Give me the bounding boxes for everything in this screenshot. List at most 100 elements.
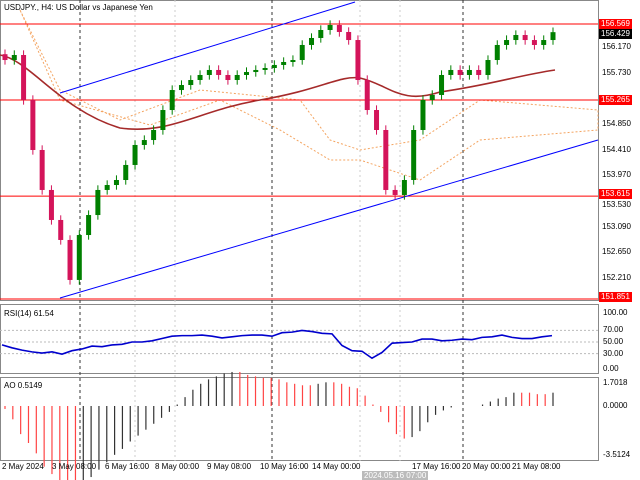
candle: [160, 110, 166, 131]
ao-label: AO 0.5149: [4, 381, 43, 390]
candle: [541, 40, 547, 45]
candle: [346, 31, 352, 41]
candle: [439, 74, 445, 95]
candle: [457, 69, 463, 75]
time-tick: 14 May 00:00: [312, 462, 361, 471]
candle: [67, 239, 73, 280]
time-tick: 20 May 00:00: [462, 462, 511, 471]
candle: [420, 99, 426, 131]
price-tick: 152.650: [602, 247, 631, 257]
candle: [401, 180, 407, 195]
candle: [178, 85, 184, 91]
candle: [253, 69, 259, 73]
level-tag: 155.265: [599, 95, 632, 105]
candle: [531, 40, 537, 45]
candle: [550, 32, 556, 41]
candle: [383, 130, 389, 190]
rsi-tick: 30.00: [603, 348, 624, 358]
candle: [123, 164, 129, 181]
time-tick: 3 May 08:00: [52, 462, 97, 471]
price-tick: 153.090: [602, 221, 631, 231]
rsi-tick: 70.00: [603, 325, 624, 335]
time-tick: 17 May 16:00: [412, 462, 461, 471]
candle: [336, 24, 342, 32]
candle: [225, 74, 231, 81]
candle: [11, 55, 17, 61]
ao-tick: 1.7018: [603, 378, 628, 387]
price-tick: 154.850: [602, 119, 631, 129]
rsi-pane: [0, 304, 599, 374]
ao-tick: -3.5124: [603, 450, 631, 459]
candle: [392, 189, 398, 195]
candle: [104, 185, 110, 190]
candle: [30, 99, 36, 150]
candle: [206, 69, 212, 75]
candle: [113, 180, 119, 186]
candle: [151, 130, 157, 141]
time-tick: 9 May 08:00: [207, 462, 252, 471]
candle: [188, 80, 194, 86]
price-tick: 155.730: [602, 67, 631, 77]
candle: [197, 74, 203, 81]
candle: [2, 54, 8, 61]
level-tag: 151.851: [599, 292, 632, 302]
candle: [141, 140, 147, 145]
time-tick: 21 May 08:00: [512, 462, 561, 471]
price-tick: 154.410: [602, 144, 631, 154]
price-tick: 152.210: [602, 273, 631, 283]
channel-upper-line: [59, 1, 356, 94]
candle: [21, 55, 27, 100]
candle: [76, 235, 82, 280]
candle: [522, 35, 528, 41]
candle: [318, 30, 324, 38]
candle: [299, 44, 305, 61]
candle: [271, 64, 277, 68]
candle: [290, 60, 296, 62]
rsi-tick: 100.00: [603, 308, 628, 317]
candle: [485, 60, 491, 75]
candle: [513, 35, 519, 41]
candle: [169, 90, 175, 111]
crosshair-time-label: 2024.05.16 07:00: [362, 471, 429, 480]
candle: [504, 40, 510, 45]
candle: [58, 219, 64, 240]
candle: [243, 72, 249, 75]
candle: [476, 69, 482, 75]
price-tick: 153.970: [602, 170, 631, 180]
price-tick: 153.530: [602, 200, 631, 209]
candle: [355, 40, 361, 81]
candle: [281, 61, 287, 65]
candle: [494, 44, 500, 61]
rsi-line: [1, 329, 553, 360]
price-pane: [0, 0, 599, 301]
ao-tick: 0.0000: [603, 401, 628, 410]
candle: [448, 69, 454, 75]
time-tick: 2 May 2024: [2, 462, 44, 471]
rsi-tick: 0.00: [603, 364, 619, 373]
rsi-tick: 50.00: [603, 337, 624, 346]
candle: [327, 24, 333, 31]
moving-average-line: [0, 54, 556, 130]
candle: [48, 189, 54, 220]
candle: [132, 144, 138, 165]
channel-lower-line: [59, 139, 599, 299]
time-tick: 8 May 00:00: [155, 462, 200, 471]
candle: [262, 67, 268, 70]
candle: [95, 189, 101, 216]
candle: [309, 37, 315, 45]
rsi-label: RSI(14) 61.54: [4, 309, 54, 318]
time-tick: 10 May 16:00: [260, 462, 309, 471]
time-tick: 6 May 16:00: [105, 462, 150, 471]
candle: [429, 94, 435, 100]
candle: [364, 80, 370, 111]
candle: [411, 130, 417, 181]
ichimoku-cloud: [19, 9, 599, 181]
candle: [216, 69, 222, 75]
candle: [39, 149, 45, 190]
price-tick: 156.170: [602, 42, 631, 52]
candle: [374, 110, 380, 131]
chart-title: USDJPY., H4: US Dollar vs Japanese Yen: [4, 3, 153, 12]
candle: [86, 215, 92, 236]
level-tag: 153.615: [599, 189, 632, 199]
